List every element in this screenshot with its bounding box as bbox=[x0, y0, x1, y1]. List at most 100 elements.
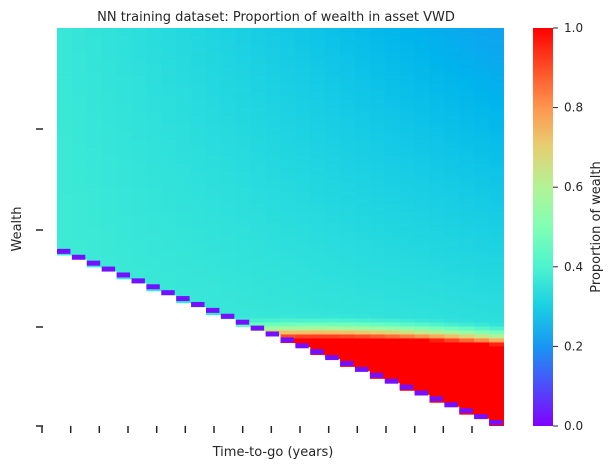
heatmap-cell bbox=[191, 135, 207, 141]
heatmap-cell bbox=[369, 139, 386, 145]
heatmap-cell bbox=[116, 171, 133, 176]
heatmap-cell bbox=[176, 111, 192, 117]
heatmap-cell bbox=[340, 99, 356, 105]
heatmap-cell bbox=[280, 107, 296, 113]
heatmap-cell bbox=[414, 207, 431, 212]
heatmap-cell bbox=[250, 163, 267, 168]
heatmap-cell bbox=[474, 354, 490, 359]
heatmap-cell bbox=[489, 159, 504, 164]
heatmap-cell bbox=[206, 278, 222, 284]
heatmap-cell bbox=[235, 250, 252, 256]
heatmap-cell bbox=[235, 143, 252, 148]
heatmap-cell bbox=[191, 119, 207, 125]
heatmap-cell bbox=[57, 47, 73, 53]
heatmap-cell bbox=[340, 159, 356, 164]
heatmap-cell bbox=[57, 199, 73, 204]
heatmap-cell bbox=[429, 39, 445, 45]
heatmap-cell bbox=[489, 87, 504, 93]
heatmap-cell bbox=[489, 266, 504, 272]
heatmap-cell bbox=[489, 223, 504, 228]
heatmap-cell bbox=[399, 195, 416, 200]
heatmap-cell bbox=[206, 234, 222, 240]
heatmap-cell bbox=[369, 203, 386, 208]
heatmap-cell bbox=[280, 219, 296, 224]
heatmap-cell bbox=[146, 59, 162, 65]
heatmap-cell bbox=[399, 338, 416, 344]
heatmap-cell bbox=[235, 322, 252, 328]
heatmap-cell bbox=[295, 330, 311, 336]
heatmap-cell bbox=[146, 127, 162, 133]
heatmap-cell bbox=[325, 55, 341, 61]
heatmap-cell bbox=[101, 47, 118, 53]
heatmap-cell bbox=[340, 183, 356, 188]
heatmap-cell bbox=[414, 342, 431, 347]
heatmap-cell bbox=[474, 370, 490, 375]
heatmap-cell bbox=[250, 306, 267, 312]
heatmap-cell bbox=[429, 191, 445, 196]
heatmap-cell bbox=[161, 123, 177, 129]
heatmap-cell bbox=[340, 79, 356, 85]
heatmap-cell bbox=[384, 366, 401, 371]
heatmap-cell bbox=[414, 67, 431, 73]
heatmap-cell bbox=[220, 187, 237, 192]
heatmap-cell bbox=[474, 390, 490, 395]
heatmap-cell bbox=[71, 39, 88, 45]
heatmap-cell bbox=[250, 215, 267, 220]
heatmap-cell bbox=[399, 215, 416, 220]
heatmap-cell bbox=[265, 242, 282, 248]
heatmap-cell bbox=[444, 159, 460, 164]
heatmap-cell bbox=[355, 119, 371, 125]
heatmap-cell bbox=[429, 215, 445, 220]
heatmap-cell bbox=[265, 43, 282, 49]
heatmap-cell bbox=[280, 238, 296, 244]
heatmap-cell bbox=[429, 28, 445, 33]
heatmap-cell bbox=[310, 75, 326, 81]
heatmap-cell bbox=[265, 47, 282, 53]
heatmap-cell bbox=[265, 191, 282, 196]
heatmap-cell bbox=[429, 310, 445, 316]
heatmap-cell bbox=[101, 39, 118, 45]
heatmap-cell bbox=[489, 358, 504, 363]
heatmap-cell bbox=[369, 187, 386, 192]
heatmap-cell bbox=[459, 294, 475, 300]
heatmap-cell bbox=[116, 163, 133, 168]
heatmap-cell bbox=[206, 199, 222, 204]
heatmap-cell bbox=[414, 79, 431, 85]
heatmap-cell bbox=[176, 223, 192, 228]
heatmap-cell bbox=[116, 51, 133, 57]
heatmap-cell bbox=[235, 103, 252, 109]
heatmap-cell bbox=[355, 39, 371, 45]
heatmap-cell bbox=[369, 71, 386, 77]
heatmap-cell bbox=[295, 95, 311, 101]
heatmap-cell bbox=[459, 378, 475, 383]
heatmap-cell bbox=[131, 147, 147, 152]
heatmap-cell bbox=[265, 67, 282, 73]
heatmap-cell bbox=[444, 55, 460, 61]
heatmap-cell bbox=[399, 318, 416, 324]
heatmap-cell bbox=[474, 95, 490, 101]
heatmap-cell bbox=[459, 43, 475, 49]
heatmap-cell bbox=[355, 99, 371, 105]
heatmap-cell bbox=[265, 270, 282, 276]
heatmap-cell bbox=[414, 382, 431, 387]
heatmap-cell bbox=[101, 119, 118, 125]
heatmap-cell bbox=[86, 167, 103, 172]
heatmap-cell bbox=[250, 67, 267, 73]
heatmap-cell bbox=[295, 103, 311, 109]
heatmap-cell bbox=[116, 131, 133, 137]
heatmap-cell bbox=[146, 47, 162, 53]
heatmap-cell bbox=[161, 95, 177, 101]
heatmap-cell bbox=[250, 151, 267, 156]
heatmap-cell bbox=[101, 103, 118, 109]
heatmap-cell bbox=[176, 246, 192, 252]
heatmap-cell bbox=[280, 223, 296, 228]
heatmap-cell bbox=[265, 147, 282, 152]
heatmap-cell bbox=[355, 195, 371, 200]
heatmap-cell bbox=[355, 79, 371, 85]
heatmap-cell bbox=[250, 99, 267, 105]
heatmap-cell bbox=[355, 103, 371, 109]
heatmap-cell bbox=[191, 103, 207, 109]
heatmap-cell bbox=[369, 87, 386, 93]
heatmap-cell bbox=[220, 79, 237, 85]
heatmap-cell bbox=[57, 139, 73, 145]
